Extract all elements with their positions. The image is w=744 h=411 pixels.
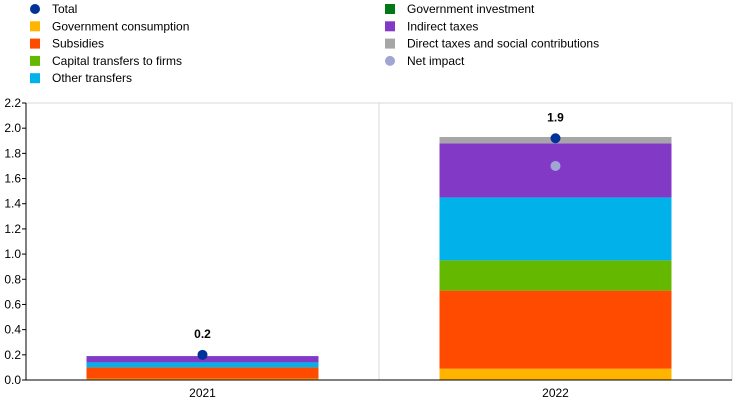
legend-label: Net impact bbox=[407, 54, 465, 68]
y-tick-label: 0.6 bbox=[4, 297, 21, 311]
bar-subsidies-2021 bbox=[86, 367, 319, 379]
legend-label: Direct taxes and social contributions bbox=[407, 37, 599, 51]
x-tick-label: 2022 bbox=[542, 386, 569, 400]
y-tick-label: 1.8 bbox=[4, 146, 21, 160]
x-tick-label: 2021 bbox=[189, 386, 216, 400]
bar-capital-transfers-to-firms-2022 bbox=[439, 260, 672, 291]
point-net-impact-2022 bbox=[550, 160, 561, 171]
legend-marker-square bbox=[385, 38, 395, 49]
y-tick-label: 1.6 bbox=[4, 172, 21, 186]
legend-label: Other transfers bbox=[52, 71, 132, 85]
y-tick-label: 1.4 bbox=[4, 197, 21, 211]
y-tick-label: 0.2 bbox=[4, 348, 21, 362]
legend-marker-square bbox=[30, 21, 40, 32]
y-tick-label: 2.2 bbox=[4, 96, 21, 110]
legend-item-direct-taxes-and-social-contributions: Direct taxes and social contributions bbox=[385, 37, 599, 51]
legend-marker-square bbox=[385, 21, 395, 32]
bar-other-transfers-2022 bbox=[439, 197, 672, 261]
data-label-2021: 0.2 bbox=[194, 327, 211, 341]
legend-item-capital-transfers-to-firms: Capital transfers to firms bbox=[30, 54, 182, 68]
bar-subsidies-2022 bbox=[439, 290, 672, 369]
y-tick-label: 0.4 bbox=[4, 323, 21, 337]
legend-label: Indirect taxes bbox=[407, 19, 478, 33]
legend-item-subsidies: Subsidies bbox=[30, 37, 104, 51]
point-total-2022 bbox=[550, 133, 561, 144]
legend-marker-square bbox=[30, 55, 40, 66]
legend-marker-circle bbox=[30, 4, 40, 14]
legend-item-government-investment: Government investment bbox=[385, 2, 535, 16]
legend-label: Government investment bbox=[407, 2, 535, 16]
legend-marker-square bbox=[385, 4, 395, 14]
plot-area: 0.0 0.2 0.4 0.6 0.8 1.0 1.2 1.4 1.6 1.8 2.0 2.2 2021… bbox=[4, 96, 733, 400]
legend-item-total: Total bbox=[30, 2, 77, 16]
y-tick-label: 1.0 bbox=[4, 247, 21, 261]
bar-other-transfers-2021 bbox=[86, 362, 319, 368]
bar-government-consumption-2021 bbox=[86, 378, 319, 380]
legend-item-indirect-taxes: Indirect taxes bbox=[385, 19, 478, 33]
y-tick-label: 0.8 bbox=[4, 272, 21, 286]
legend-marker-circle bbox=[385, 55, 395, 66]
legend: Total Government consumption Subsidies Capi… bbox=[30, 2, 599, 85]
y-tick-label: 0.0 bbox=[4, 373, 21, 387]
bar-government-consumption-2022 bbox=[439, 368, 672, 380]
legend-item-other-transfers: Other transfers bbox=[30, 71, 132, 85]
y-tick-label: 1.2 bbox=[4, 222, 21, 236]
point-total-2021 bbox=[197, 349, 208, 360]
data-label-2022: 1.9 bbox=[547, 110, 564, 124]
legend-label: Capital transfers to firms bbox=[52, 54, 182, 68]
y-tick-label: 2.0 bbox=[4, 121, 21, 135]
legend-label: Total bbox=[52, 2, 77, 16]
legend-item-net-impact: Net impact bbox=[385, 54, 465, 68]
legend-label: Government consumption bbox=[52, 19, 189, 33]
legend-item-government-consumption: Government consumption bbox=[30, 19, 189, 33]
legend-label: Subsidies bbox=[52, 37, 104, 51]
legend-marker-square bbox=[30, 73, 40, 84]
legend-marker-square bbox=[30, 38, 40, 49]
